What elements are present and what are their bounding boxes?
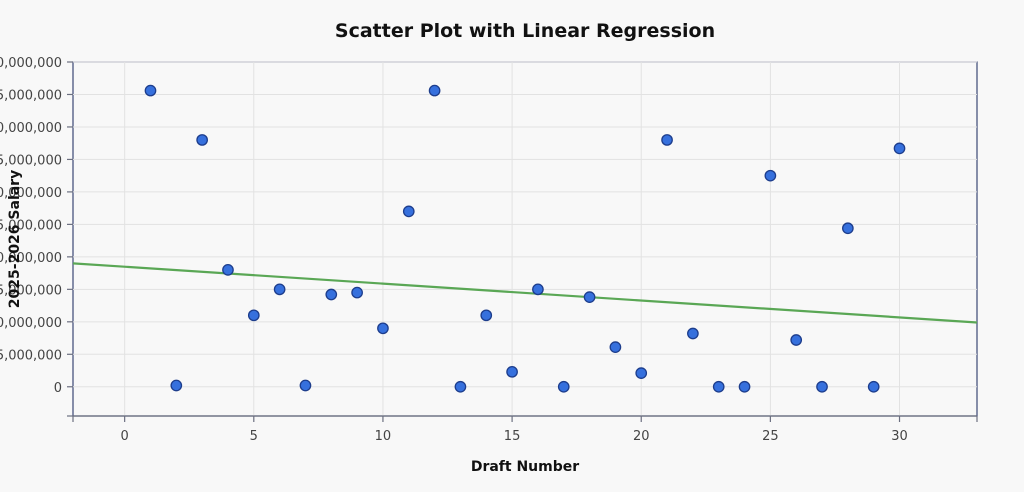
data-point xyxy=(247,309,260,322)
data-point xyxy=(738,380,751,393)
data-point xyxy=(325,288,338,301)
data-point xyxy=(842,222,854,235)
x-tick-label: 30 xyxy=(891,429,908,444)
data-point xyxy=(506,365,518,378)
chart-title: Scatter Plot with Linear Regression xyxy=(335,20,715,42)
data-point xyxy=(402,205,415,218)
data-point xyxy=(790,334,803,346)
data-point xyxy=(532,283,544,296)
x-axis-label: Draft Number xyxy=(471,459,579,475)
data-point xyxy=(351,286,363,299)
data-point xyxy=(635,367,648,379)
data-point xyxy=(583,291,596,303)
data-point xyxy=(816,380,828,393)
data-point xyxy=(867,380,880,393)
data-point xyxy=(144,84,157,97)
data-point xyxy=(557,380,570,393)
y-tick-label: 30,000,000 xyxy=(0,186,62,201)
y-tick-label: 50,000,000 xyxy=(0,56,62,71)
y-tick-label: 5,000,000 xyxy=(0,348,62,363)
grid xyxy=(73,61,977,416)
data-point xyxy=(687,327,699,340)
x-tick-label: 5 xyxy=(250,429,258,444)
data-point xyxy=(661,134,673,146)
axes xyxy=(67,61,978,422)
y-tick-label: 20,000,000 xyxy=(0,251,62,266)
x-tick-label: 20 xyxy=(633,429,650,444)
y-tick-label: 40,000,000 xyxy=(0,121,62,136)
y-axis-label: 2025-2026 Salary xyxy=(7,170,23,308)
data-point xyxy=(764,169,777,182)
data-point xyxy=(454,380,467,393)
y-tick-label: 25,000,000 xyxy=(0,218,62,233)
tick-labels: 0 5 10 15 20 25 30 0 5,000,000 10,000,000 15,000,0… xyxy=(0,56,908,444)
x-tick-label: 0 xyxy=(121,429,129,444)
data-point xyxy=(170,379,183,392)
data-point xyxy=(712,380,725,393)
y-tick-label: 45,000,000 xyxy=(0,88,62,103)
y-tick-label: 15,000,000 xyxy=(0,283,62,298)
x-tick-label: 10 xyxy=(375,429,392,444)
data-point xyxy=(377,322,389,335)
data-point xyxy=(222,264,234,276)
data-point xyxy=(299,379,312,392)
data-point xyxy=(273,283,286,296)
data-point xyxy=(480,309,493,322)
data-point xyxy=(428,84,441,97)
y-tick-label: 35,000,000 xyxy=(0,153,62,168)
data-point xyxy=(609,341,622,353)
plot-area xyxy=(72,61,978,417)
x-tick-label: 25 xyxy=(762,429,779,444)
y-tick-label: 0 xyxy=(54,381,62,396)
data-points xyxy=(144,84,906,393)
y-tick-label: 10,000,000 xyxy=(0,316,62,331)
data-point xyxy=(893,142,906,155)
x-tick-label: 15 xyxy=(504,429,521,444)
data-point xyxy=(196,134,208,146)
